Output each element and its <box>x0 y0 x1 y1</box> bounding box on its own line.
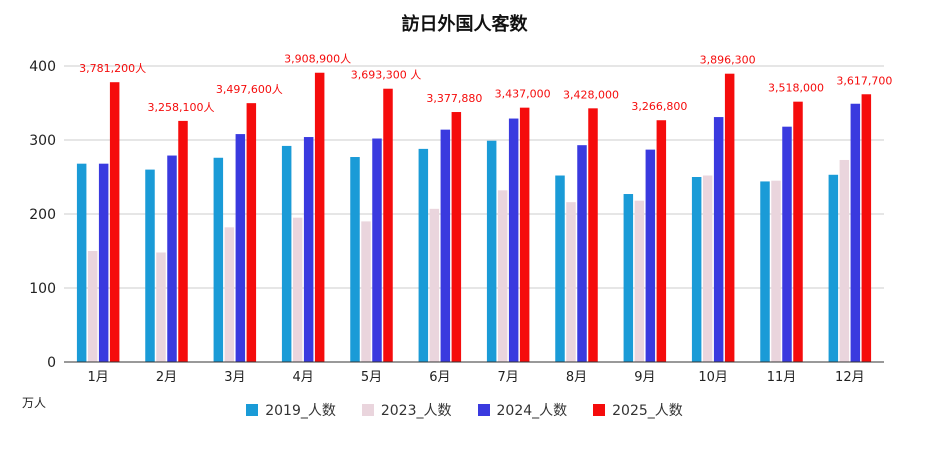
bar-2025_人数-2月 <box>178 120 188 363</box>
legend-swatch <box>361 404 374 416</box>
bar-2019_人数-9月 <box>623 194 634 362</box>
legend-item[interactable]: 2019_人数 <box>246 400 336 420</box>
bar-2023_人数-4月 <box>292 217 303 362</box>
x-tick-label: 5月 <box>361 370 382 385</box>
data-label-2025: 3,693,300 人 <box>351 69 421 82</box>
bar-2023_人数-9月 <box>634 200 645 362</box>
y-tick-label: 100 <box>29 281 56 297</box>
data-label-2025: 3,896,300 <box>700 54 756 67</box>
bar-2025_人数-4月 <box>314 72 325 362</box>
data-label-2025: 3,908,900人 <box>284 53 351 66</box>
bar-2019_人数-4月 <box>281 145 292 362</box>
y-axis-unit-label: 万人 <box>22 396 47 410</box>
bar-2023_人数-1月 <box>87 251 98 362</box>
x-tick-label: 7月 <box>498 370 519 385</box>
bar-2024_人数-6月 <box>440 129 451 362</box>
y-tick-label: 0 <box>47 355 56 371</box>
bar-2025_人数-7月 <box>519 107 530 362</box>
x-tick-label: 9月 <box>634 370 655 385</box>
bar-2019_人数-1月 <box>76 163 87 362</box>
bar-2024_人数-11月 <box>782 126 792 363</box>
bar-2024_人数-5月 <box>372 138 382 362</box>
bar-2019_人数-10月 <box>691 177 702 362</box>
bar-2024_人数-10月 <box>713 117 724 362</box>
x-tick-label: 11月 <box>767 370 797 385</box>
bar-2024_人数-8月 <box>577 145 587 362</box>
x-tick-label: 2月 <box>156 370 177 385</box>
bar-2025_人数-10月 <box>724 73 735 363</box>
bar-2019_人数-7月 <box>486 140 497 362</box>
bar-2025_人数-9月 <box>656 120 667 362</box>
data-label-2025: 3,497,600人 <box>216 83 283 96</box>
bar-2025_人数-8月 <box>588 108 598 362</box>
legend-item[interactable]: 2024_人数 <box>477 400 568 420</box>
x-tick-label: 3月 <box>224 370 245 385</box>
y-tick-label: 300 <box>29 133 56 149</box>
bar-2023_人数-11月 <box>771 180 781 362</box>
data-label-2025: 3,377,880 <box>426 92 482 105</box>
bar-2024_人数-4月 <box>303 137 314 362</box>
bar-2025_人数-3月 <box>246 103 257 362</box>
x-tick-label: 4月 <box>293 370 314 385</box>
bar-2019_人数-11月 <box>760 181 770 362</box>
bar-2023_人数-2月 <box>156 252 166 362</box>
legend-label: 2024_人数 <box>496 403 568 419</box>
bar-2023_人数-6月 <box>429 208 440 362</box>
data-label-2025: 3,428,000 <box>563 88 619 101</box>
data-label-2025: 3,781,200人 <box>79 62 146 75</box>
bar-2019_人数-3月 <box>213 157 224 362</box>
data-label-2025: 3,258,100人 <box>148 101 215 114</box>
legend-swatch <box>593 404 606 416</box>
bar-2019_人数-8月 <box>555 175 565 362</box>
legend: 2019_人数 2023_人数 2024_人数 2025_人数 <box>0 400 929 420</box>
bar-2023_人数-12月 <box>839 159 850 362</box>
bar-2025_人数-5月 <box>383 88 393 362</box>
bar-2019_人数-5月 <box>350 157 360 362</box>
bar-2024_人数-12月 <box>850 103 861 363</box>
x-tick-label: 6月 <box>429 370 450 385</box>
data-label-2025: 3,617,700 <box>836 74 892 87</box>
bar-2019_人数-2月 <box>145 169 155 362</box>
legend-item[interactable]: 2025_人数 <box>593 400 683 420</box>
legend-swatch <box>477 404 490 416</box>
bar-2019_人数-12月 <box>828 174 839 362</box>
data-label-2025: 3,266,800 <box>631 100 687 113</box>
legend-swatch <box>246 404 259 416</box>
y-tick-label: 400 <box>29 59 56 75</box>
bar-2025_人数-6月 <box>451 112 462 362</box>
x-tick-label: 8月 <box>566 370 587 385</box>
data-label-2025: 3,518,000 <box>768 82 824 95</box>
bar-2019_人数-6月 <box>418 148 429 362</box>
legend-label: 2023_人数 <box>380 403 452 419</box>
x-tick-label: 12月 <box>835 370 865 385</box>
bar-2025_人数-1月 <box>109 82 120 363</box>
x-tick-label: 1月 <box>88 370 109 385</box>
bar-2025_人数-12月 <box>861 94 872 362</box>
bar-2024_人数-1月 <box>98 163 109 362</box>
bar-2024_人数-2月 <box>167 155 177 362</box>
legend-label: 2019_人数 <box>265 403 336 419</box>
bar-2023_人数-8月 <box>566 202 576 362</box>
x-tick-label: 10月 <box>698 370 728 385</box>
bar-2024_人数-3月 <box>235 134 246 362</box>
legend-label: 2025_人数 <box>612 403 683 419</box>
bar-2023_人数-3月 <box>224 227 235 362</box>
bar-2023_人数-5月 <box>361 221 371 362</box>
data-label-2025: 3,437,000 <box>495 88 551 101</box>
bar-2024_人数-9月 <box>645 149 656 362</box>
bar-2025_人数-11月 <box>793 101 803 362</box>
bar-2023_人数-10月 <box>702 175 713 362</box>
chart-title: 訪日外国人客数 <box>401 14 528 35</box>
bar-2024_人数-7月 <box>508 118 519 362</box>
bar-2023_人数-7月 <box>497 190 508 362</box>
legend-item[interactable]: 2023_人数 <box>361 400 452 420</box>
y-tick-label: 200 <box>29 207 56 223</box>
